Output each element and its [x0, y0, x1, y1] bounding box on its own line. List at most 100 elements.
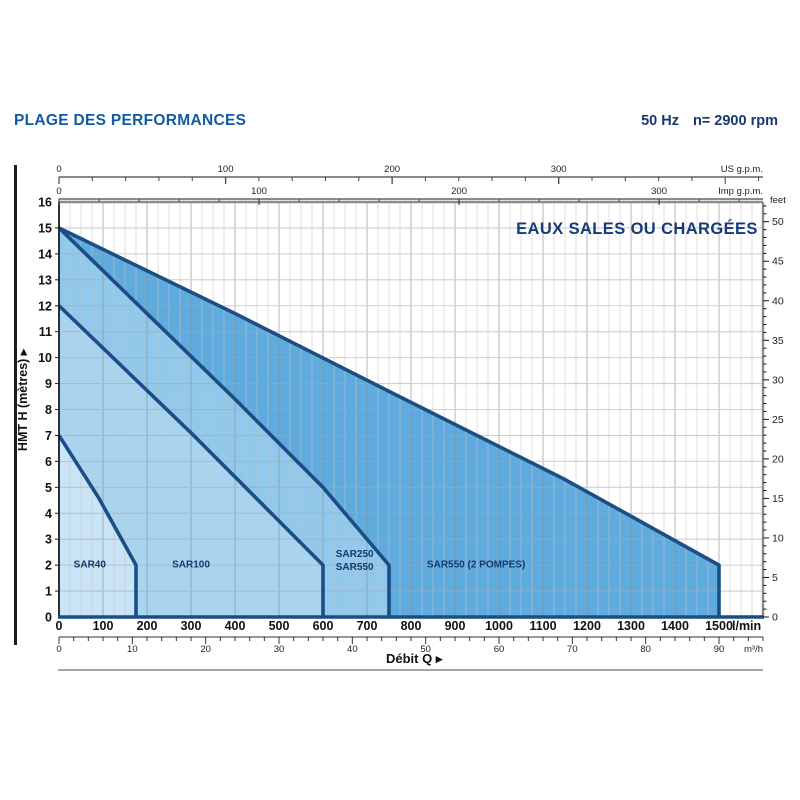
y-tick-label: 2: [45, 559, 52, 573]
feet-tick-label: 30: [772, 374, 784, 386]
us-gpm-tick-label: 100: [218, 164, 234, 175]
pump-curve-sar250-sar550: [57, 226, 391, 617]
feet-tick-label: 5: [772, 572, 778, 584]
us-gpm-unit: US g.p.m.: [721, 164, 763, 175]
imp-gpm-tick-label: 100: [251, 186, 267, 197]
lmin-tick-label: 1500: [705, 619, 733, 633]
m3h-tick-label: 90: [714, 644, 725, 655]
region-fill-sar40: [59, 435, 136, 617]
y-tick-label: 15: [38, 221, 52, 235]
left-rule-divider: [14, 165, 17, 645]
lmin-unit: l/min: [732, 619, 761, 633]
feet-tick-label: 10: [772, 532, 784, 544]
imp-gpm-tick-label: 0: [56, 186, 61, 197]
region-label-sar250: SAR250: [336, 549, 374, 560]
y-tick-label: 0: [45, 611, 52, 625]
us-gpm-tick-label: 300: [551, 164, 567, 175]
x-axis-lmin: 0 100 200 300 400 500 600 700 800 900 1000 1100 1200…: [56, 619, 762, 633]
lmin-tick-label: 500: [269, 619, 290, 633]
m3h-tick-label: 10: [127, 644, 138, 655]
y-tick-label: 10: [38, 351, 52, 365]
lmin-tick-label: 600: [313, 619, 334, 633]
top-axis-imp: 0 100 200 300 Imp g.p.m.: [56, 186, 763, 205]
lmin-tick-label: 800: [401, 619, 422, 633]
region-label-sar40: SAR40: [74, 559, 107, 570]
lmin-tick-label: 100: [93, 619, 114, 633]
region-label-sar100: SAR100: [172, 559, 210, 570]
y-tick-label: 7: [45, 429, 52, 443]
y-tick-label: 5: [45, 481, 52, 495]
m3h-tick-label: 50: [420, 644, 431, 655]
feet-unit: feet: [770, 195, 786, 206]
lmin-tick-label: 0: [56, 619, 63, 633]
lmin-tick-label: 1300: [617, 619, 645, 633]
y-tick-label: 6: [45, 455, 52, 469]
header-conditions: 50 Hz n= 2900 rpm: [641, 113, 778, 129]
imp-gpm-tick-label: 300: [651, 186, 667, 197]
m3h-tick-label: 30: [274, 644, 285, 655]
y-tick-label: 4: [45, 507, 52, 521]
bottom-separator-line: [58, 669, 763, 671]
plot-border: [58, 200, 765, 619]
top-axis-us: 0 100 200 300 US g.p.m.: [56, 164, 763, 184]
y-tick-label: 11: [39, 325, 52, 339]
annotation-eaux-sales: EAUX SALES OU CHARGÉES: [516, 219, 758, 238]
pump-curve-sar550-2-pompes-: [58, 226, 721, 617]
region-labels: SAR550 (2 POMPES) SAR250 SAR550 SAR100 SAR40: [74, 549, 526, 573]
feet-tick-label: 35: [772, 335, 784, 347]
lmin-tick-label: 300: [181, 619, 202, 633]
feet-tick-label: 45: [772, 256, 784, 268]
x-axis-title-g: Débit Q ▸: [386, 651, 444, 666]
region-label-sar550-2-pompes-: SAR550 (2 POMPES): [427, 559, 525, 570]
m3h-tick-label: 0: [56, 644, 61, 655]
us-gpm-tick-label: 200: [384, 164, 400, 175]
imp-gpm-tick-label: 200: [451, 186, 467, 197]
m3h-tick-label: 80: [640, 644, 651, 655]
feet-tick-label: 25: [772, 414, 784, 426]
m3h-tick-label: 70: [567, 644, 578, 655]
grid: [59, 202, 763, 617]
m3h-tick-label: 20: [200, 644, 211, 655]
lmin-tick-label: 400: [225, 619, 246, 633]
x-axis-m3h: 0 10 20 30 40 50 60 70 80 90 m³/h: [56, 636, 764, 655]
lmin-tick-label: 1400: [661, 619, 689, 633]
lmin-tick-label: 700: [357, 619, 378, 633]
feet-tick-label: 50: [772, 216, 784, 228]
feet-tick-label: 40: [772, 295, 784, 307]
pump-curve-sar100: [57, 304, 325, 617]
lmin-tick-label: 1200: [573, 619, 601, 633]
speed-label: n= 2900 rpm: [692, 113, 778, 129]
y-tick-label: 1: [45, 585, 52, 599]
lmin-tick-label: 1000: [485, 619, 513, 633]
imp-gpm-unit: Imp g.p.m.: [718, 186, 763, 197]
m3h-unit: m³/h: [744, 644, 763, 655]
x-axis-title: Débit Q ▸: [386, 651, 444, 666]
lmin-tick-label: 900: [445, 619, 466, 633]
pump-curves: [57, 226, 721, 617]
m3h-tick-label: 40: [347, 644, 358, 655]
region-label-sar550: SAR550: [336, 562, 374, 573]
y-tick-label: 12: [38, 299, 52, 313]
right-axis-feet: 0 5 10 15 20 25 30 35 40 45 50 feet: [763, 195, 786, 624]
annotation-g: EAUX SALES OU CHARGÉES: [516, 219, 758, 238]
y-tick-label: 8: [45, 403, 52, 417]
pump-curve-sar40: [57, 434, 138, 617]
y-axis-title: HMT H (mètres) ▸: [16, 347, 30, 451]
feet-tick-label: 0: [772, 612, 778, 624]
y-tick-label: 13: [38, 273, 52, 287]
lmin-tick-label: 1100: [529, 619, 556, 633]
us-gpm-tick-label: 0: [56, 164, 61, 175]
y-tick-label: 3: [45, 533, 52, 547]
lmin-tick-label: 200: [137, 619, 158, 633]
y-tick-label: 16: [38, 196, 52, 210]
frequency-label: 50 Hz: [641, 113, 679, 129]
page-title: PLAGE DES PERFORMANCES: [14, 112, 247, 129]
feet-tick-label: 15: [772, 493, 784, 505]
y-tick-label: 9: [45, 377, 52, 391]
m3h-tick-label: 60: [494, 644, 505, 655]
feet-tick-label: 20: [772, 453, 784, 465]
y-tick-label: 14: [38, 247, 52, 261]
